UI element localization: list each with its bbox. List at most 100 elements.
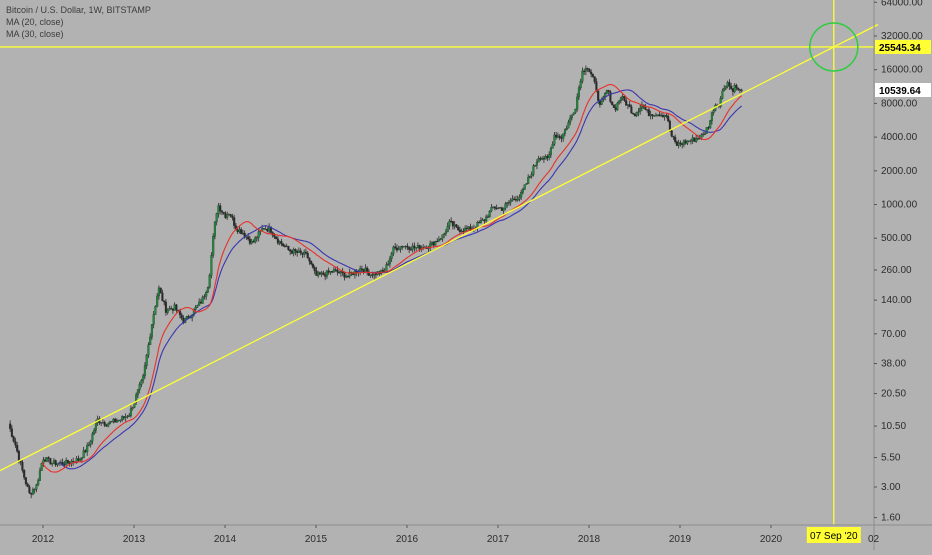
candle-down — [451, 221, 454, 227]
candle-up — [79, 458, 82, 461]
candle-up — [535, 161, 538, 166]
candle-down — [236, 229, 239, 233]
candle-up — [702, 133, 705, 135]
last-price-tag[interactable]: 10539.64 — [879, 86, 921, 97]
candle-down — [483, 219, 486, 222]
diagonal-trendline[interactable] — [0, 23, 879, 472]
candle-up — [712, 110, 715, 113]
candle-up — [621, 96, 624, 99]
candle-up — [369, 274, 372, 276]
candle-up — [570, 114, 573, 119]
candle-down — [679, 142, 682, 144]
candle-up — [82, 450, 85, 459]
ma20-legend-label[interactable]: MA (20, close) — [6, 17, 64, 27]
price-tick-label: 140.00 — [881, 295, 912, 306]
candle-up — [492, 206, 495, 208]
candle-down — [262, 228, 265, 230]
candle-up — [101, 422, 104, 424]
candle-up — [329, 271, 332, 273]
candle-down — [450, 220, 453, 222]
vertical-line-date-tag[interactable]: 07 Sep '20 — [810, 531, 858, 542]
candle-down — [728, 82, 731, 87]
candle-down — [49, 458, 52, 465]
candle-down — [630, 106, 633, 114]
candle-up — [254, 237, 257, 243]
ma30-legend-label[interactable]: MA (30, close) — [6, 29, 64, 39]
candles-layer — [9, 65, 743, 499]
candle-down — [609, 91, 612, 102]
candle-down — [436, 240, 439, 243]
vertical-line-date-tag-bg — [806, 527, 861, 543]
candle-down — [737, 87, 740, 90]
candle-up — [527, 177, 530, 184]
candle-up — [227, 214, 230, 216]
candle-up — [292, 249, 295, 254]
candle-down — [457, 226, 460, 231]
candle-up — [663, 115, 666, 117]
candle-down — [231, 216, 234, 218]
candle-down — [583, 70, 586, 72]
candle-up — [441, 234, 444, 240]
candle-up — [325, 270, 328, 277]
candle-down — [612, 104, 615, 108]
candle-down — [675, 141, 678, 146]
price-axis[interactable]: 64000.00 32000.00 16000.00 8000.00 4000.00 20… — [873, 0, 931, 550]
time-axis[interactable]: 2012 2013 2014 2015 2016 2017 2018 2019 2020 02 07… — [0, 524, 932, 545]
candle-up — [576, 96, 579, 110]
time-tick-label: 2020 — [760, 534, 783, 545]
candle-up — [618, 100, 621, 104]
candle-up — [637, 111, 640, 113]
price-tick-label: 1000.00 — [881, 200, 918, 211]
candle-up — [649, 114, 652, 117]
candle-up — [581, 70, 584, 82]
candle-down — [644, 106, 647, 110]
time-tick-label: 2013 — [123, 534, 146, 545]
candle-down — [24, 477, 27, 485]
candle-down — [693, 137, 696, 142]
ma20-line — [41, 83, 743, 473]
candle-down — [159, 287, 162, 293]
candle-up — [577, 87, 580, 98]
price-tick-label: 4000.00 — [881, 132, 918, 143]
candle-up — [206, 286, 209, 293]
ma30-line — [58, 89, 743, 470]
candle-up — [89, 440, 92, 445]
candle-down — [432, 241, 435, 246]
candle-up — [656, 114, 659, 116]
candle-up — [502, 208, 505, 211]
candle-down — [122, 416, 125, 418]
time-tick-label: 2016 — [396, 534, 419, 545]
candle-up — [173, 304, 176, 311]
candle-down — [343, 272, 346, 278]
candle-down — [322, 272, 325, 275]
candle-down — [77, 458, 80, 461]
candle-up — [567, 122, 570, 129]
candle-down — [17, 451, 20, 461]
candle-up — [303, 251, 306, 255]
horizontal-line-price-tag[interactable]: 25545.34 — [879, 43, 921, 54]
candle-up — [549, 148, 552, 156]
candle-up — [108, 421, 111, 425]
candle-down — [455, 224, 458, 228]
candle-down — [311, 263, 314, 268]
horizontal-line-price-tag-bg — [875, 39, 931, 54]
candle-up — [525, 183, 528, 185]
candle-up — [65, 460, 68, 466]
candle-up — [691, 137, 694, 141]
candle-down — [558, 135, 561, 138]
symbol-title[interactable]: Bitcoin / U.S. Dollar, 1W, BITSTAMP — [6, 5, 151, 15]
target-circle-marker[interactable] — [809, 22, 859, 72]
candle-down — [590, 71, 593, 75]
candle-down — [458, 229, 461, 232]
candle-up — [45, 457, 48, 462]
candle-down — [289, 249, 292, 252]
candle-up — [255, 237, 258, 239]
candle-up — [208, 275, 211, 288]
candle-up — [56, 463, 59, 466]
candle-up — [51, 463, 54, 465]
candle-down — [738, 89, 741, 91]
price-tick-label: 1.60 — [881, 513, 901, 524]
candle-up — [703, 133, 706, 135]
